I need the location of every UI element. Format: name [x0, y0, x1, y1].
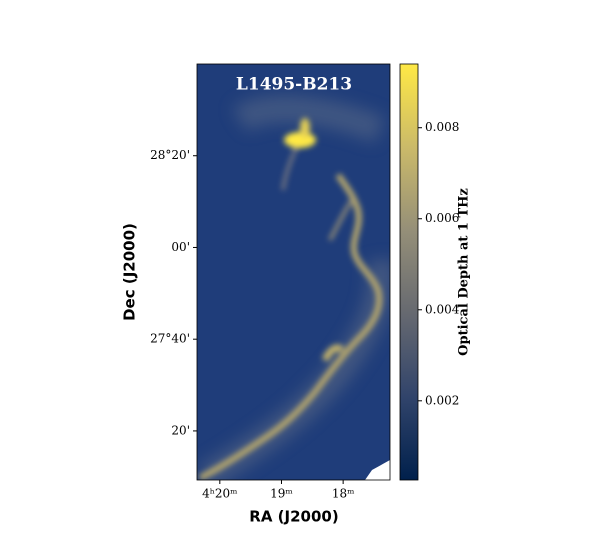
colorbar-tick-label: 0.002	[425, 393, 459, 407]
x-tick-label: 19ᵐ	[270, 487, 293, 501]
colorbar-tick-label: 0.004	[425, 302, 460, 316]
x-tick-label: 4ʰ20ᵐ	[202, 487, 237, 501]
y-axis-label: Dec (J2000)	[121, 223, 139, 321]
colorbar-label: Optical Depth at 1 THz	[457, 188, 472, 356]
y-tick-label: 28°20'	[150, 148, 190, 162]
y-tick-label: 20'	[171, 423, 190, 437]
map-image	[197, 64, 390, 480]
colorbar-tick-label: 0.006	[425, 211, 459, 225]
chart-title: L1495-B213	[236, 75, 352, 95]
x-axis-label: RA (J2000)	[249, 508, 338, 526]
plot-frame	[196, 63, 391, 481]
colorbar-tick-label: 0.008	[425, 120, 459, 134]
y-tick-label: 00'	[171, 240, 190, 254]
colorbar	[399, 63, 419, 481]
y-tick-label: 27°40'	[150, 332, 190, 346]
x-tick-label: 18ᵐ	[332, 487, 355, 501]
